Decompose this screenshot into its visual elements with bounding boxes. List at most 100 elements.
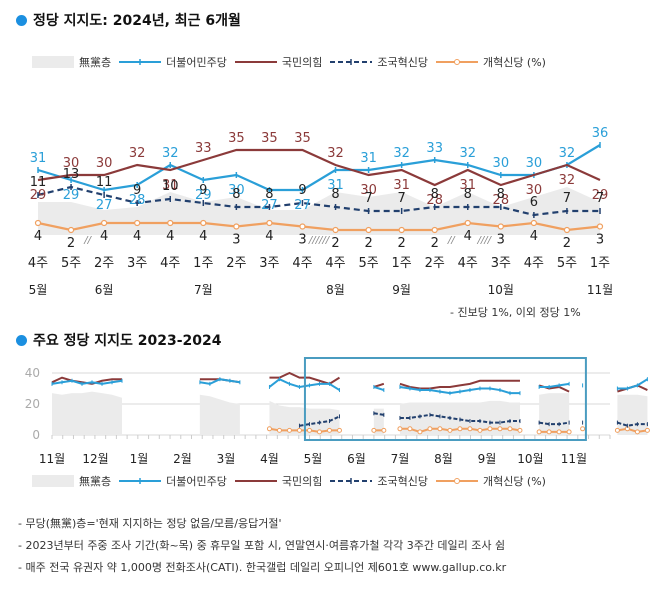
x-tick-label-month: 9월 [392, 283, 411, 297]
series-line-dem [373, 385, 385, 392]
data-label-dem: 29 [195, 188, 212, 203]
none-area [199, 394, 240, 435]
x-tick-label: 8월 [434, 452, 453, 466]
data-label-ppp: 32 [559, 173, 576, 188]
legend-label: 無黨층 [79, 56, 112, 69]
point-ref [326, 427, 332, 433]
legend-item-none: 無黨층 [32, 54, 111, 70]
x-tick-label-week: 2주 [425, 256, 445, 271]
legend-item-ref: 개혁신당 (%) [435, 54, 546, 70]
x-tick-label-week: 1주 [193, 256, 213, 271]
series-line-cho [373, 412, 384, 416]
data-label-ppp: 30 [96, 156, 113, 171]
x-tick-label: 11월 [39, 452, 65, 466]
data-label-ppp: 29 [592, 188, 609, 203]
data-label-dem: 27 [294, 198, 311, 213]
legend-swatch-ref [435, 478, 478, 484]
series-line-dem [539, 382, 570, 388]
x-tick-label: 7월 [391, 452, 410, 466]
x-tick-label-week: 1주 [392, 256, 412, 271]
chart1-title-text: 정당 지지도: 2024년, 최근 6개월 [33, 13, 241, 29]
x-tick-label-week: 1주 [590, 256, 610, 271]
x-tick-label: 9월 [478, 452, 497, 466]
legend-item-ppp: 국민의힘 [234, 54, 322, 70]
x-tick-label-week: 4주 [524, 256, 544, 271]
point-ref [556, 429, 562, 435]
point-ref [536, 429, 542, 435]
data-label-ppp: 35 [228, 131, 245, 146]
x-tick-label-week: 4주 [160, 256, 180, 271]
legend-item-dem: 더불어민주당 [119, 54, 227, 70]
legend-label: 더불어민주당 [166, 475, 227, 488]
data-label-dem: 28 [129, 193, 146, 208]
x-tick-label-month: 8월 [326, 283, 345, 297]
legend-label: 국민의힘 [281, 475, 323, 488]
point-ref [447, 427, 453, 433]
point-ref [497, 223, 504, 230]
data-label-cho: 8 [265, 187, 273, 202]
point-ref [101, 219, 108, 227]
point-ref [596, 223, 604, 230]
point-ref [457, 426, 463, 432]
highlight-box [303, 357, 587, 441]
series-line-ppp [399, 379, 520, 390]
data-label-ppp: 29 [30, 188, 47, 203]
x-tick-label-week: 5주 [557, 256, 577, 271]
axis-break-marker: //// [477, 235, 493, 246]
point-ref [67, 226, 75, 234]
x-tick-label-week: 4주 [292, 256, 312, 271]
point-ref [644, 427, 650, 433]
data-label-dem: 29 [63, 188, 80, 203]
data-label-ref: 4 [199, 229, 207, 244]
legend-swatch-none [32, 475, 74, 487]
series-line-ref [37, 221, 601, 232]
data-label-ppp: 32 [129, 146, 146, 161]
point-ref [332, 226, 339, 234]
point-ref [580, 426, 586, 432]
data-label-ref: 4 [166, 229, 174, 244]
legend-swatch-ppp [234, 480, 277, 482]
x-tick-label-week: 2주 [226, 256, 246, 271]
chart1-footnote: - 진보당 1%, 이외 정당 1% [450, 306, 581, 319]
data-label-cho: 11 [30, 175, 47, 190]
none-area [52, 391, 123, 435]
data-label-ppp: 32 [327, 146, 344, 161]
data-label-dem: 31 [327, 178, 344, 193]
point-ref [336, 427, 342, 433]
chart2-title: 주요 정당 지지도 2023-2024 [16, 330, 222, 350]
point-ref [398, 226, 405, 234]
data-label-ref: 4 [464, 229, 472, 244]
data-label-cho: 8 [232, 187, 240, 202]
x-tick-label-week: 4주 [28, 256, 48, 271]
data-label-ppp: 35 [294, 131, 311, 146]
point-ref [167, 219, 174, 227]
legend-label: 개혁신당 (%) [482, 475, 546, 488]
legend-item-ref: 개혁신당 (%) [435, 473, 546, 489]
data-label-dem: 32 [559, 146, 576, 161]
point-ref [266, 219, 273, 227]
series-line-cho [538, 421, 570, 426]
data-label-dem: 30 [493, 156, 510, 171]
data-label-cho: 7 [364, 191, 372, 206]
legend-label: 더불어민주당 [166, 56, 227, 69]
data-label-ppp: 30 [526, 183, 543, 198]
data-label-cho: 9 [133, 183, 141, 198]
data-label-dem: 32 [459, 146, 476, 161]
data-label-cho: 7 [398, 191, 406, 206]
legend-item-none: 無黨층 [32, 473, 111, 489]
data-label-ref: 2 [398, 236, 406, 251]
x-tick-label-week: 4주 [325, 256, 345, 271]
x-tick-label: 3월 [217, 452, 236, 466]
point-ref [407, 426, 413, 432]
data-label-dem: 31 [30, 151, 47, 166]
note-line: - 무당(無黨)층='현재 지지하는 정당 없음/모름/응답거절' [18, 517, 282, 530]
point-ref [34, 219, 42, 227]
point-ref [431, 226, 438, 234]
legend-label: 無黨층 [79, 475, 112, 488]
point-ref [371, 427, 377, 433]
point-ref [530, 219, 537, 227]
legend-item-cho: 조국혁신당 [330, 54, 428, 70]
data-label-ref: 4 [265, 229, 273, 244]
chart2-title-text: 주요 정당 지지도 2023-2024 [33, 333, 222, 349]
data-label-ppp: 35 [261, 131, 278, 146]
